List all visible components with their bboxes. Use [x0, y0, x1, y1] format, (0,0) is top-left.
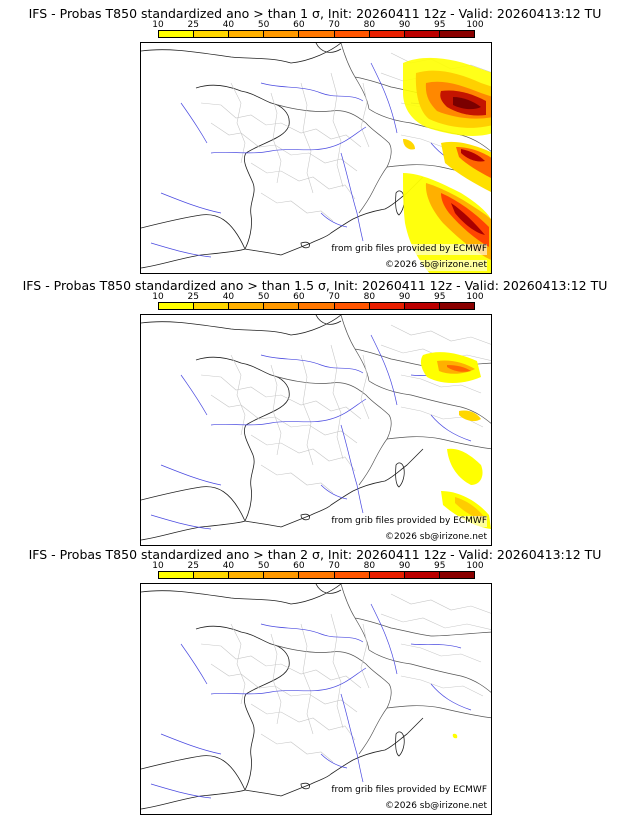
- scale-tick-labels: 10 25 40 50 60 70 80 90 95 100: [0, 561, 630, 571]
- source-credit: from grib files provided by ECMWF: [331, 516, 487, 527]
- scale-swatch: [159, 572, 195, 578]
- scale-swatch: [439, 572, 474, 578]
- probability-map: from grib files provided by ECMWF ©2026 …: [140, 583, 492, 815]
- scale-tick-label: 95: [434, 20, 446, 30]
- copyright-credit: ©2026 sb@irizone.net: [385, 532, 487, 543]
- scale-swatch: [404, 31, 440, 37]
- scale-tick-labels: 10 25 40 50 60 70 80 90 95 100: [0, 20, 630, 30]
- scale-tick-label: 60: [293, 292, 305, 302]
- scale-tick-label: 90: [398, 561, 411, 571]
- scale-tick-label: 70: [328, 20, 340, 30]
- scale-swatch: [439, 31, 474, 37]
- scale-tick-label: 60: [293, 561, 305, 571]
- scale-swatch: [194, 303, 230, 309]
- scale-swatch: [159, 303, 195, 309]
- probability-map: from grib files provided by ECMWF ©2026 …: [140, 314, 492, 546]
- scale-tick-label: 90: [398, 20, 411, 30]
- scale-tick-label: 95: [434, 561, 446, 571]
- scale-swatch: [229, 303, 265, 309]
- scale-tick-label: 70: [328, 561, 340, 571]
- scale-tick-label: 80: [363, 292, 376, 302]
- scale-swatches: [158, 30, 475, 38]
- scale-tick-label: 50: [257, 292, 270, 302]
- scale-tick-label: 40: [222, 20, 235, 30]
- scale-tick-labels: 10 25 40 50 60 70 80 90 95 100: [0, 292, 630, 302]
- scale-swatch: [264, 303, 300, 309]
- scale-swatch: [299, 572, 335, 578]
- scale-swatch: [264, 31, 300, 37]
- scale-swatches: [158, 302, 475, 310]
- scale-swatch: [229, 31, 265, 37]
- scale-tick-label: 25: [187, 561, 199, 571]
- scale-tick-label: 70: [328, 292, 340, 302]
- scale-tick-label: 10: [152, 292, 164, 302]
- scale-swatch: [369, 572, 405, 578]
- scale-tick-label: 90: [398, 292, 411, 302]
- scale-swatch: [369, 303, 405, 309]
- copyright-credit: ©2026 sb@irizone.net: [385, 801, 487, 812]
- copyright-credit: ©2026 sb@irizone.net: [385, 260, 487, 271]
- scale-tick-label: 50: [257, 20, 270, 30]
- map-canvas: [141, 584, 491, 810]
- scale-swatch: [334, 31, 370, 37]
- map-panel-1: IFS - Probas T850 standardized ano > tha…: [0, 6, 630, 274]
- probability-map: from grib files provided by ECMWF ©2026 …: [140, 42, 492, 274]
- scale-swatch: [404, 572, 440, 578]
- color-scale: 10 25 40 50 60 70 80 90 95 100: [0, 561, 630, 583]
- scale-swatch: [439, 303, 474, 309]
- scale-tick-label: 95: [434, 292, 446, 302]
- scale-swatch: [299, 31, 335, 37]
- scale-tick-label: 60: [293, 20, 305, 30]
- scale-tick-label: 10: [152, 20, 164, 30]
- scale-swatch: [404, 303, 440, 309]
- map-canvas: [141, 315, 491, 541]
- source-credit: from grib files provided by ECMWF: [331, 785, 487, 796]
- scale-swatch: [334, 303, 370, 309]
- map-panel-3: IFS - Probas T850 standardized ano > tha…: [0, 547, 630, 815]
- scale-tick-label: 100: [466, 20, 484, 30]
- panel-title: IFS - Probas T850 standardized ano > tha…: [28, 547, 602, 562]
- scale-tick-label: 25: [187, 20, 199, 30]
- scale-tick-label: 80: [363, 561, 376, 571]
- scale-swatch: [194, 31, 230, 37]
- panel-title: IFS - Probas T850 standardized ano > tha…: [22, 278, 608, 293]
- scale-swatches: [158, 571, 475, 579]
- map-panel-2: IFS - Probas T850 standardized ano > tha…: [0, 278, 630, 546]
- scale-swatch: [194, 572, 230, 578]
- scale-swatch: [229, 572, 265, 578]
- map-canvas: [141, 43, 491, 273]
- scale-tick-label: 50: [257, 561, 270, 571]
- scale-tick-label: 40: [222, 292, 235, 302]
- scale-swatch: [264, 572, 300, 578]
- scale-swatch: [334, 572, 370, 578]
- scale-tick-label: 10: [152, 561, 164, 571]
- scale-tick-label: 25: [187, 292, 199, 302]
- scale-tick-label: 100: [466, 561, 484, 571]
- scale-tick-label: 100: [466, 292, 484, 302]
- scale-swatch: [299, 303, 335, 309]
- color-scale: 10 25 40 50 60 70 80 90 95 100: [0, 20, 630, 42]
- panel-title: IFS - Probas T850 standardized ano > tha…: [28, 6, 602, 21]
- scale-swatch: [159, 31, 195, 37]
- scale-swatch: [369, 31, 405, 37]
- scale-tick-label: 40: [222, 561, 235, 571]
- scale-tick-label: 80: [363, 20, 376, 30]
- source-credit: from grib files provided by ECMWF: [331, 244, 487, 255]
- color-scale: 10 25 40 50 60 70 80 90 95 100: [0, 292, 630, 314]
